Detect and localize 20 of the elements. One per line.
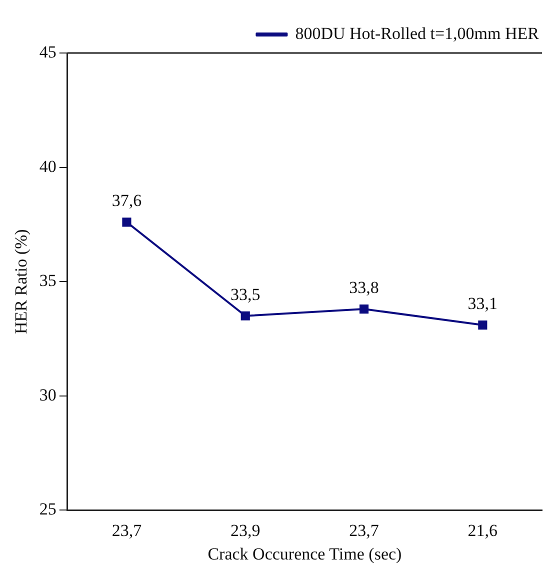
y-tick-label: 40	[39, 156, 56, 176]
x-tick-label: 23,9	[230, 520, 260, 540]
point	[240, 311, 250, 320]
data-label: 33,5	[230, 284, 260, 304]
y-tick-label: 30	[39, 385, 56, 404]
y-axis-title: HER Ratio (%)	[12, 229, 31, 334]
point	[359, 304, 369, 314]
y-tick-label: 25	[39, 500, 56, 519]
x-tick-label: 21,6	[468, 520, 498, 540]
point	[478, 320, 488, 330]
legend-label: 800DU Hot-Rolled t=1,00mm HER	[295, 24, 540, 43]
point	[122, 218, 132, 227]
data-label: 37,6	[112, 191, 142, 210]
x-tick-label: 23,7	[112, 520, 142, 540]
y-tick-label: 45	[39, 42, 56, 62]
y-tick-label: 35	[39, 271, 56, 290]
x-tick-label: 23,7	[349, 520, 380, 540]
x-axis-title: Crack Occurence Time (sec)	[208, 544, 402, 564]
data-label: 33,8	[349, 278, 379, 297]
data-label: 33,1	[468, 294, 498, 314]
